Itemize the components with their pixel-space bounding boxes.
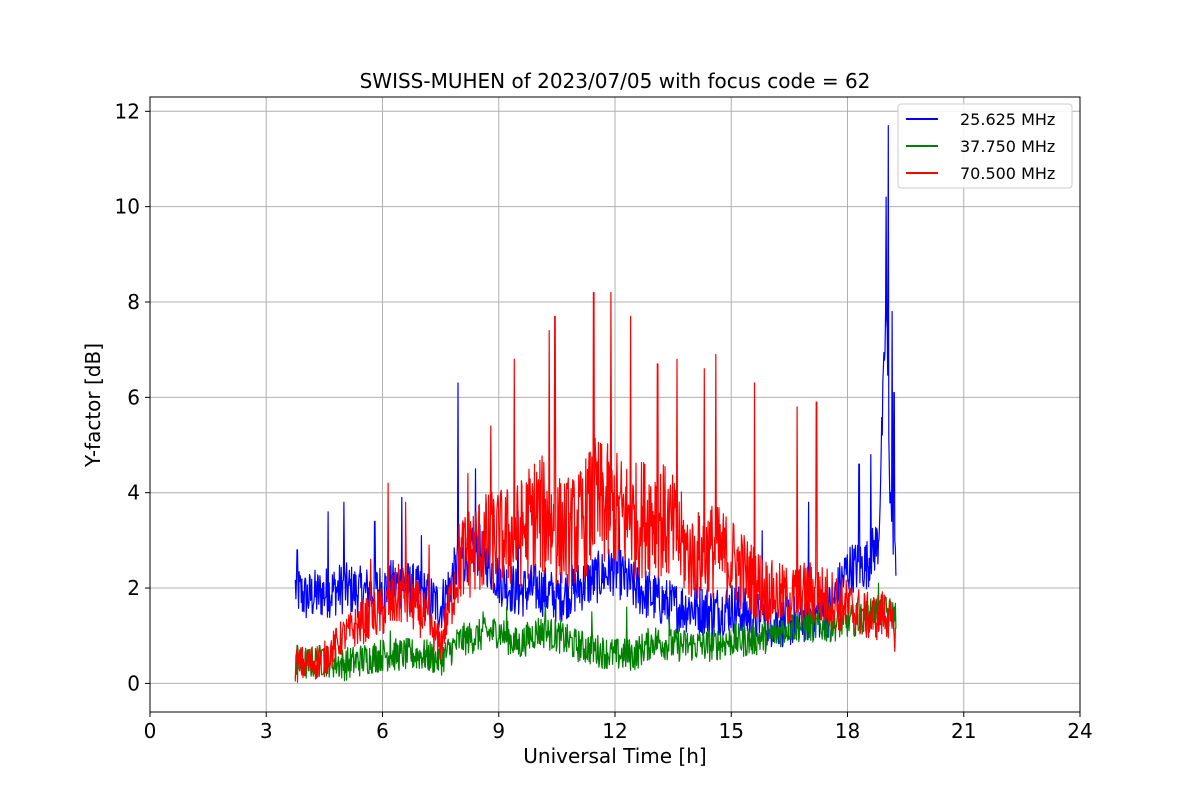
legend-label: 37.750 MHz xyxy=(960,137,1055,156)
y-tick-label: 10 xyxy=(115,195,140,219)
x-axis-ticks: 0 3 6 9 12 15 18 21 24 xyxy=(144,712,1093,743)
x-tick-label: 24 xyxy=(1067,719,1092,743)
x-tick-label: 18 xyxy=(835,719,860,743)
series-line-37-750-MHz xyxy=(294,582,897,682)
y-tick-label: 0 xyxy=(127,671,140,695)
legend: 25.625 MHz 37.750 MHz 70.500 MHz xyxy=(897,103,1073,189)
y-tick-label: 6 xyxy=(127,385,140,409)
y-tick-label: 8 xyxy=(127,290,140,314)
series-line-70-500-MHz xyxy=(294,291,897,683)
legend-box xyxy=(897,103,1073,189)
y-axis-ticks: 0 2 4 6 8 10 12 xyxy=(115,99,150,695)
legend-label: 70.500 MHz xyxy=(960,164,1055,183)
x-tick-label: 6 xyxy=(376,719,389,743)
plot-area xyxy=(294,124,897,683)
y-tick-label: 4 xyxy=(127,481,140,505)
x-tick-label: 9 xyxy=(492,719,505,743)
y-axis-label: Y-factor [dB] xyxy=(81,343,105,468)
x-tick-label: 15 xyxy=(719,719,744,743)
x-tick-label: 3 xyxy=(260,719,273,743)
x-tick-label: 12 xyxy=(602,719,627,743)
legend-label: 25.625 MHz xyxy=(960,110,1055,129)
y-tick-label: 12 xyxy=(115,99,140,123)
y-tick-label: 2 xyxy=(127,576,140,600)
x-tick-label: 0 xyxy=(144,719,157,743)
x-tick-label: 21 xyxy=(951,719,976,743)
chart-title: SWISS-MUHEN of 2023/07/05 with focus cod… xyxy=(360,69,871,93)
x-axis-label: Universal Time [h] xyxy=(523,744,706,768)
